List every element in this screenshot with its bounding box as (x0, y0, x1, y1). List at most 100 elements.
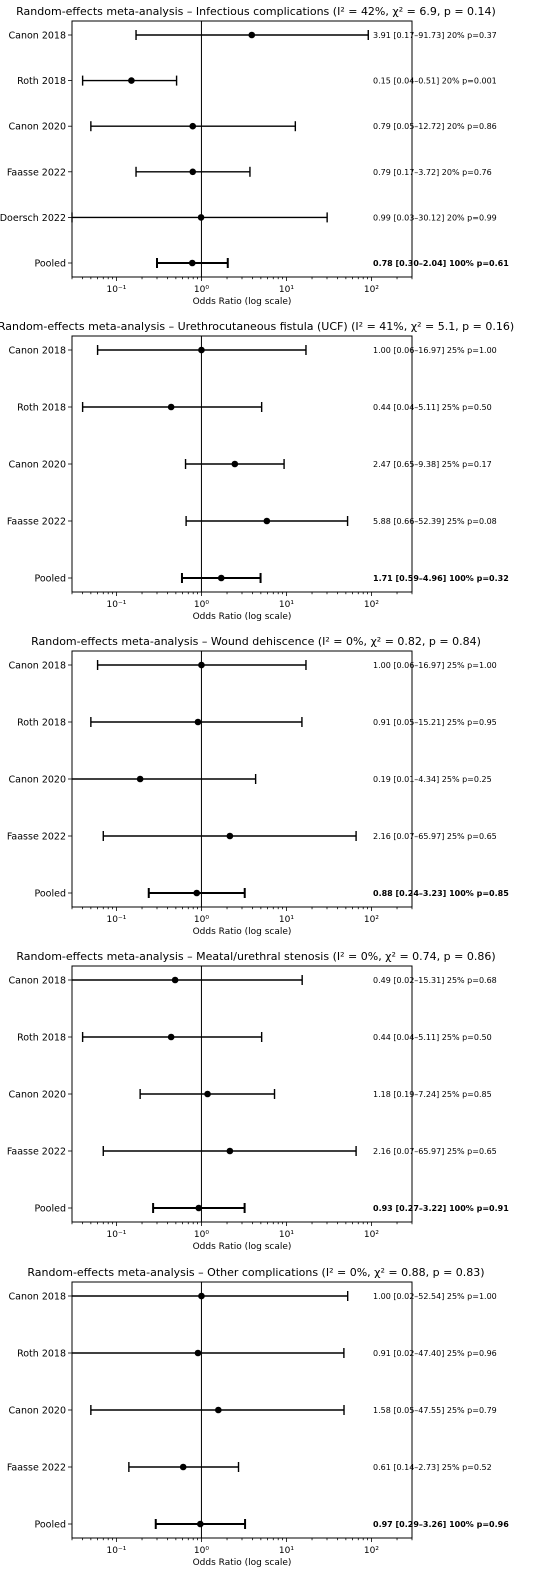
estimate-annotation: 0.93 [0.27–3.22] 100% p=0.91 (373, 1204, 509, 1213)
estimate-annotation: 1.71 [0.59–4.96] 100% p=0.32 (373, 574, 509, 583)
study-label: Canon 2018 (8, 976, 66, 987)
x-tick-label: 10⁰ (194, 915, 209, 925)
estimate-annotation: 1.58 [0.05–47.55] 25% p=0.79 (373, 1406, 497, 1415)
x-tick-label: 10¹ (279, 915, 294, 925)
point-estimate (215, 1406, 222, 1414)
point-estimate (226, 832, 234, 840)
point-estimate (248, 31, 256, 39)
x-tick-label: 10⁰ (194, 285, 209, 295)
study-label: Pooled (34, 1520, 66, 1531)
study-label: Roth 2018 (17, 403, 66, 414)
study-label: Roth 2018 (17, 1349, 66, 1360)
point-estimate (197, 1520, 204, 1528)
study-label: Canon 2018 (8, 1292, 66, 1303)
x-axis-label: Odds Ratio (log scale) (193, 612, 292, 622)
x-tick-label: 10⁰ (194, 1546, 209, 1556)
estimate-annotation: 5.88 [0.66–52.39] 25% p=0.08 (373, 517, 497, 526)
study-label: Faasse 2022 (7, 832, 66, 843)
point-estimate (231, 460, 239, 468)
study-label: Roth 2018 (17, 76, 66, 87)
estimate-annotation: 0.15 [0.04–0.51] 20% p=0.001 (373, 77, 497, 86)
point-estimate (194, 718, 202, 726)
x-tick-label: 10⁻¹ (107, 1546, 127, 1556)
study-label: Canon 2018 (8, 661, 66, 672)
estimate-annotation: 0.91 [0.02–47.40] 25% p=0.96 (373, 1349, 497, 1358)
x-axis-label: Odds Ratio (log scale) (193, 1558, 292, 1568)
point-estimate (198, 1292, 205, 1300)
estimate-annotation: 0.44 [0.04–5.11] 25% p=0.50 (373, 1033, 492, 1042)
study-label: Doersch 2022 (0, 213, 66, 224)
estimate-annotation: 1.00 [0.06–16.97] 25% p=1.00 (373, 346, 497, 355)
study-label: Roth 2018 (17, 1033, 66, 1044)
x-tick-label: 10⁰ (194, 600, 209, 610)
forest-panel: Random-effects meta-analysis – Meatal/ur… (7, 950, 509, 1252)
estimate-annotation: 0.78 [0.30–2.04] 100% p=0.61 (373, 259, 509, 268)
study-label: Canon 2020 (8, 460, 66, 471)
estimate-annotation: 0.91 [0.05–15.21] 25% p=0.95 (373, 718, 497, 727)
forest-panel: Random-effects meta-analysis – Infectiou… (0, 5, 509, 307)
estimate-annotation: 1.00 [0.02–52.54] 25% p=1.00 (373, 1292, 497, 1301)
estimate-annotation: 3.91 [0.17–91.73] 20% p=0.37 (373, 31, 497, 40)
point-estimate (198, 661, 205, 669)
x-tick-label: 10² (364, 915, 379, 925)
x-tick-label: 10⁻¹ (107, 915, 127, 925)
panel-title: Random-effects meta-analysis – Infectiou… (16, 5, 496, 18)
study-label: Pooled (34, 259, 66, 270)
point-estimate (194, 1349, 202, 1357)
study-label: Faasse 2022 (7, 1147, 66, 1158)
x-tick-label: 10¹ (279, 1230, 294, 1240)
point-estimate (167, 403, 175, 411)
forest-panel: Random-effects meta-analysis – Urethrocu… (0, 320, 514, 622)
point-estimate (226, 1147, 234, 1155)
x-tick-label: 10¹ (279, 1546, 294, 1556)
x-tick-label: 10⁻¹ (107, 1230, 127, 1240)
study-label: Pooled (34, 1204, 66, 1215)
estimate-annotation: 1.00 [0.06–16.97] 25% p=1.00 (373, 661, 497, 670)
estimate-annotation: 2.47 [0.65–9.38] 25% p=0.17 (373, 460, 492, 469)
forest-panel: Random-effects meta-analysis – Other com… (7, 1266, 509, 1568)
x-tick-label: 10¹ (279, 285, 294, 295)
study-label: Faasse 2022 (7, 167, 66, 178)
point-estimate (197, 214, 205, 221)
panel-title: Random-effects meta-analysis – Other com… (27, 1266, 484, 1279)
study-label: Canon 2018 (8, 346, 66, 357)
study-label: Canon 2020 (8, 1090, 66, 1101)
study-label: Canon 2018 (8, 31, 66, 42)
x-tick-label: 10² (364, 1230, 379, 1240)
estimate-annotation: 0.19 [0.01–4.34] 25% p=0.25 (373, 775, 492, 784)
x-tick-label: 10² (364, 285, 379, 295)
point-estimate (263, 517, 271, 525)
point-estimate (198, 346, 205, 354)
estimate-annotation: 0.79 [0.17–3.72] 20% p=0.76 (373, 168, 492, 177)
estimate-annotation: 2.16 [0.07–65.97] 25% p=0.65 (373, 1147, 497, 1156)
axes-frame (71, 20, 413, 278)
point-estimate (136, 775, 144, 783)
study-label: Pooled (34, 574, 66, 585)
x-tick-label: 10⁻¹ (107, 285, 127, 295)
study-label: Pooled (34, 889, 66, 900)
estimate-annotation: 0.88 [0.24–3.23] 100% p=0.85 (373, 889, 509, 898)
point-estimate (195, 1204, 203, 1212)
study-label: Faasse 2022 (7, 517, 66, 528)
estimate-annotation: 0.61 [0.14–2.73] 25% p=0.52 (373, 1463, 492, 1472)
x-tick-label: 10² (364, 600, 379, 610)
panel-title: Random-effects meta-analysis – Urethrocu… (0, 320, 514, 333)
study-label: Roth 2018 (17, 718, 66, 729)
x-tick-label: 10⁰ (194, 1230, 209, 1240)
x-tick-label: 10⁻¹ (107, 600, 127, 610)
point-estimate (167, 1033, 175, 1041)
study-label: Canon 2020 (8, 775, 66, 786)
point-estimate (189, 122, 197, 130)
x-axis-label: Odds Ratio (log scale) (193, 297, 292, 307)
point-estimate (171, 976, 179, 984)
forest-panel: Random-effects meta-analysis – Wound deh… (7, 635, 509, 937)
point-estimate (193, 889, 201, 897)
x-tick-label: 10¹ (279, 600, 294, 610)
panel-title: Random-effects meta-analysis – Meatal/ur… (16, 950, 495, 963)
study-label: Canon 2020 (8, 1406, 66, 1417)
estimate-annotation: 2.16 [0.07–65.97] 25% p=0.65 (373, 832, 497, 841)
x-axis-label: Odds Ratio (log scale) (193, 1242, 292, 1252)
point-estimate (217, 574, 225, 582)
